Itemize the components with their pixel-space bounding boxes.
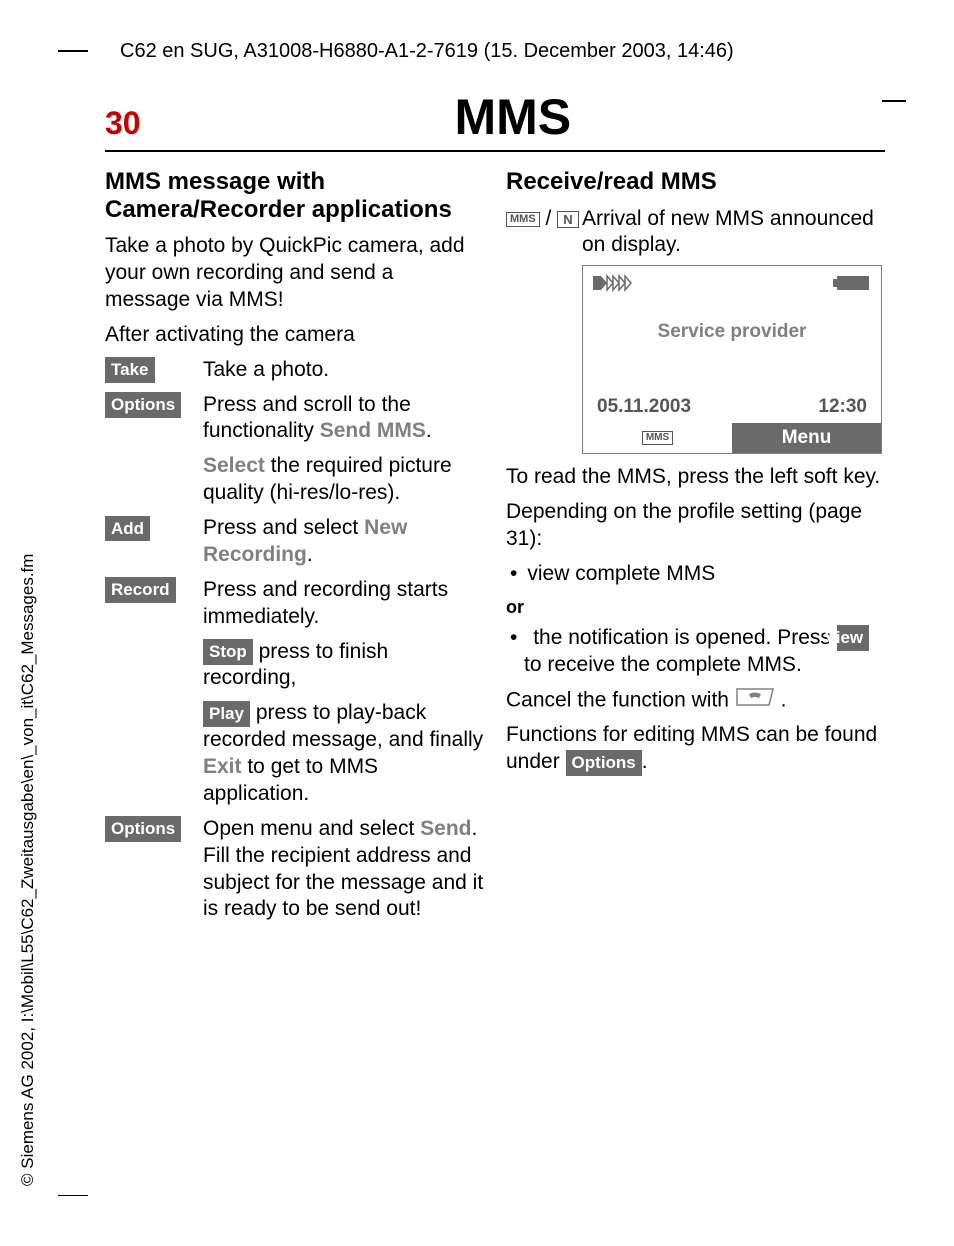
page-number: 30 <box>105 105 141 142</box>
content: MMS message with Camera/Recorder applica… <box>105 168 885 931</box>
text: Functions for editing MMS can be found u… <box>506 723 877 773</box>
step-row: Play press to play-back recorded message… <box>105 700 484 808</box>
step-row: Options Press and scroll to the function… <box>105 392 484 446</box>
icon-row: MMS / N Arrival of new MMS announced on … <box>506 206 885 260</box>
mms-icon: MMS <box>506 212 540 227</box>
time: 12:30 <box>818 395 867 419</box>
step-desc: Open menu and select Send. Fill the reci… <box>203 816 484 924</box>
options-softkey: Options <box>105 816 181 842</box>
view-softkey: View <box>837 625 869 651</box>
crop-mark <box>58 1195 88 1197</box>
step-desc: Press and scroll to the functionality Se… <box>203 392 484 446</box>
arrival-text: Arrival of new MMS announced on display. <box>582 206 885 260</box>
options-softkey: Options <box>566 750 642 776</box>
record-softkey: Record <box>105 577 176 603</box>
or-label: or <box>506 596 885 619</box>
emphasis: Select <box>203 454 265 477</box>
sidebar-copyright: © Siemens AG 2002, I:\Mobil\L55\C62_Zwei… <box>18 554 38 1186</box>
emphasis: Send MMS <box>320 419 426 442</box>
cancel-text: Cancel the function with . <box>506 687 885 715</box>
step-desc: Take a photo. <box>203 357 484 384</box>
header-meta: C62 en SUG, A31008-H6880-A1-2-7619 (15. … <box>120 40 734 63</box>
step-desc: Press and select New Recording. <box>203 515 484 569</box>
emphasis: Exit <box>203 755 242 778</box>
intro-text: Take a photo by QuickPic camera, add you… <box>105 233 484 314</box>
service-provider: Service provider <box>593 320 871 344</box>
text: Open menu and select <box>203 817 420 840</box>
signal-icon <box>593 274 637 292</box>
bullet-item: the notification is opened. Press View t… <box>524 625 885 679</box>
battery-icon <box>833 275 871 291</box>
functions-text: Functions for editing MMS can be found u… <box>506 722 885 776</box>
left-column: MMS message with Camera/Recorder applica… <box>105 168 484 931</box>
depending-text: Depending on the profile setting (page 3… <box>506 499 885 553</box>
date: 05.11.2003 <box>597 395 691 419</box>
text: . <box>307 543 313 566</box>
section-heading: MMS message with Camera/Recorder applica… <box>105 168 484 223</box>
text: . <box>642 750 648 773</box>
step-row: Record Press and recording starts immedi… <box>105 577 484 631</box>
step-row: Take Take a photo. <box>105 357 484 384</box>
page-header: 30 MMS <box>105 88 885 152</box>
step-row: Options Open menu and select Send. Fill … <box>105 816 484 924</box>
text: Press and select <box>203 516 364 539</box>
slash: / <box>546 207 552 230</box>
emphasis: Send <box>420 817 471 840</box>
options-softkey: Options <box>105 392 181 418</box>
n-icon: N <box>557 211 578 228</box>
left-softkey: MMS <box>583 423 732 453</box>
end-key-icon <box>735 687 775 715</box>
right-column: Receive/read MMS MMS / N Arrival of new … <box>506 168 885 931</box>
crop-mark <box>882 100 906 102</box>
step-row: Stop press to finish recording, <box>105 639 484 693</box>
mms-icon: MMS <box>642 431 673 445</box>
step-desc: Play press to play-back recorded message… <box>203 700 484 808</box>
text: to receive the complete MMS. <box>524 653 802 676</box>
page-title: MMS <box>141 88 885 146</box>
text: . <box>426 419 432 442</box>
right-softkey: Menu <box>732 423 881 453</box>
section-heading: Receive/read MMS <box>506 168 885 196</box>
add-softkey: Add <box>105 516 150 542</box>
text: the notification is opened. Press <box>533 626 837 649</box>
phone-display: Service provider 05.11.2003 12:30 MMS Me… <box>582 265 882 454</box>
crop-mark <box>58 50 88 52</box>
stop-softkey: Stop <box>203 639 253 665</box>
step-row: Select the required picture quality (hi-… <box>105 453 484 507</box>
play-softkey: Play <box>203 701 250 727</box>
step-desc: Press and recording starts immediately. <box>203 577 484 631</box>
step-desc: Select the required picture quality (hi-… <box>203 453 484 507</box>
intro-text: After activating the camera <box>105 322 484 349</box>
step-desc: Stop press to finish recording, <box>203 639 484 693</box>
text: . <box>775 688 787 711</box>
read-text: To read the MMS, press the left soft key… <box>506 464 885 491</box>
text: Cancel the function with <box>506 688 735 711</box>
bullet-item: view complete MMS <box>524 561 885 588</box>
take-softkey: Take <box>105 357 155 383</box>
step-row: Add Press and select New Recording. <box>105 515 484 569</box>
